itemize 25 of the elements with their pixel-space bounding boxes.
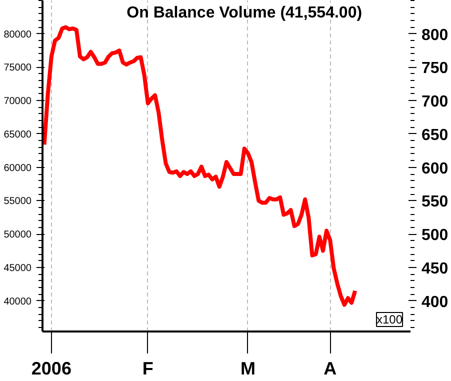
y2-tick-label: 700 [422,94,448,111]
y-tick-label: 60000 [4,162,32,174]
y-tick-label: 70000 [4,96,32,108]
y-tick-label: 65000 [4,129,32,140]
y2-tick-label: 750 [422,60,448,78]
y2-tick-label: 800 [422,26,448,44]
y2-tick-label: 400 [422,294,448,311]
x-tick-label: A [324,358,337,378]
text: x100 [376,312,403,326]
y2-tick-label: 600 [422,160,448,178]
y2-tick-label: 450 [422,260,448,278]
y-tick-label: 45000 [4,262,32,274]
x-tick-label: M [240,358,256,378]
line-series [42,25,358,307]
y-tick-label: 50000 [4,230,32,241]
y-tick-label: 75000 [4,62,32,74]
y2-tick-label: 500 [422,227,448,244]
y2-tick-label: 650 [422,126,448,144]
y-tick-label: 55000 [4,196,32,208]
chart-title: On Balance Volume (41,554.00) [126,4,362,22]
y2-tick-label: 550 [422,194,448,211]
x-tick-label: F [142,358,154,378]
y-tick-label: 40000 [4,296,32,308]
y-tick-label: 80000 [4,29,32,40]
x-tick-label: 2006 [31,358,72,378]
